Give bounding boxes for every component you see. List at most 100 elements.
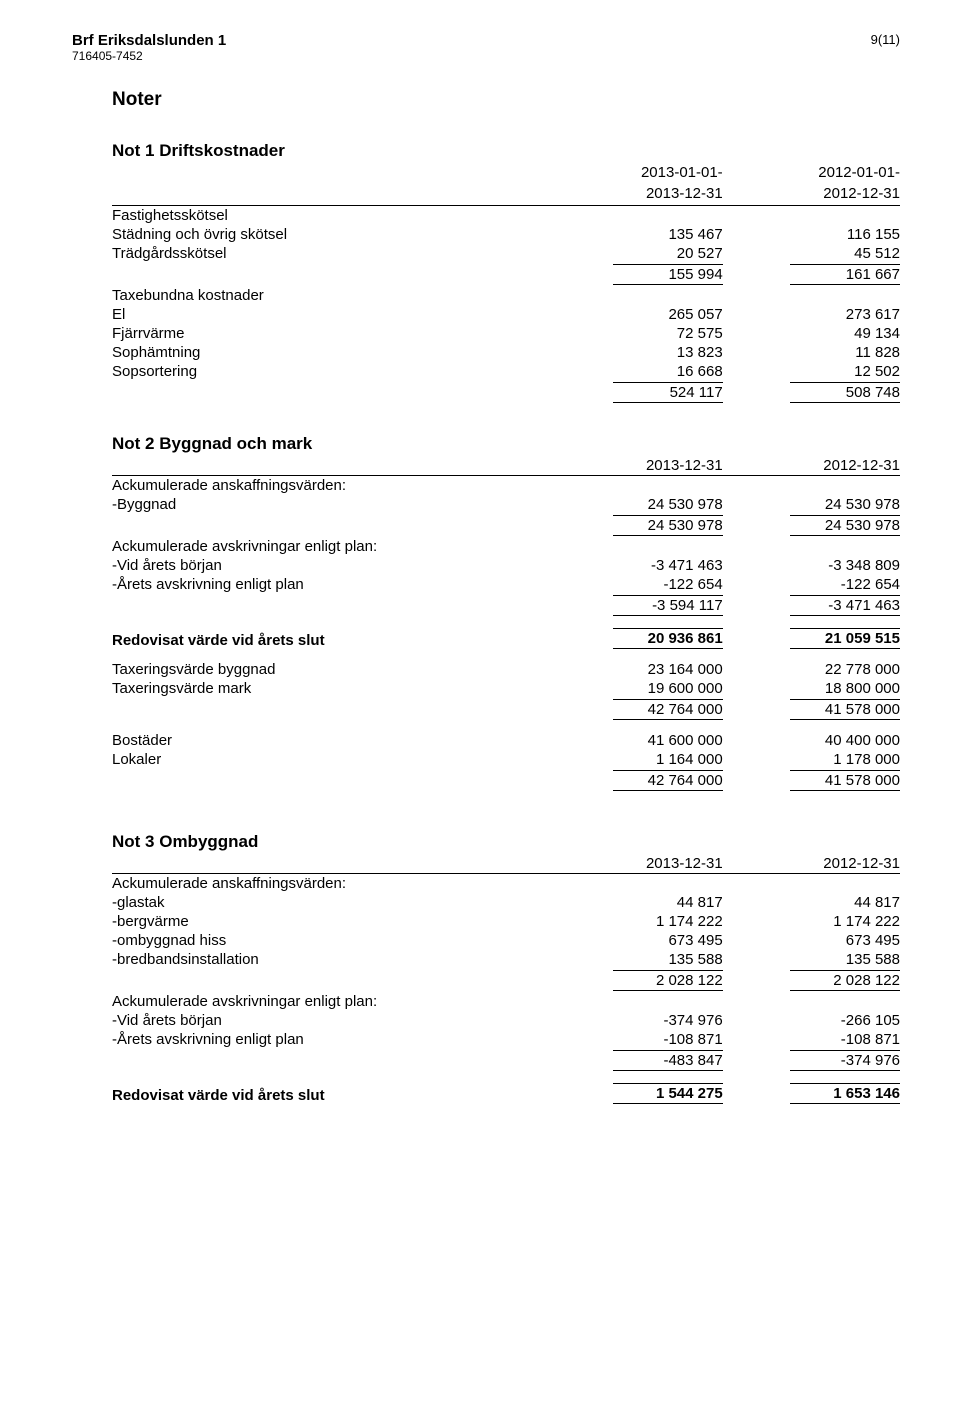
row-value: 18 800 000 [723,679,900,698]
table-row: Redovisat värde vid årets slut 20 936 86… [112,627,900,650]
row-value: 673 495 [723,931,900,950]
table-row: Ackumulerade avskrivningar enligt plan: [112,537,900,556]
table-row: Ackumulerade avskrivningar enligt plan: [112,992,900,1011]
table-row: -Vid årets början -3 471 463 -3 348 809 [112,556,900,575]
table-row: Ackumulerade anskaffningsvärden: [112,873,900,893]
row-label: -bredbandsinstallation [112,950,545,969]
org-name: Brf Eriksdalslunden 1 [72,32,226,49]
row-value: 265 057 [545,305,722,324]
page-number: 9(11) [871,32,900,47]
row-value: 22 778 000 [723,660,900,679]
not1-section: Not 1 Driftskostnader 2013-01-01- 2012-0… [112,141,900,404]
row-value: 135 588 [545,950,722,969]
table-row: -bergvärme 1 174 222 1 174 222 [112,912,900,931]
table-row: -glastak 44 817 44 817 [112,893,900,912]
subtotal-value: 508 748 [790,382,900,403]
period2: 2012-12-31 [723,456,900,476]
row-value: 135 467 [545,225,722,244]
row-value: -374 976 [545,1011,722,1030]
period1: 2013-12-31 [545,456,722,476]
table-row: -Årets avskrivning enligt plan -108 871 … [112,1030,900,1049]
subtotal-value: 24 530 978 [790,515,900,536]
table-row: 42 764 000 41 578 000 [112,698,900,721]
row-label: -ombyggnad hiss [112,931,545,950]
subtotal-value: -3 471 463 [790,595,900,616]
table-row: Taxebundna kostnader [112,286,900,305]
row-label: Bostäder [112,731,545,750]
row-value: 11 828 [723,343,900,362]
table-row: Trädgårdsskötsel 20 527 45 512 [112,244,900,263]
row-value: 49 134 [723,324,900,343]
org-block: Brf Eriksdalslunden 1 716405-7452 [72,32,226,63]
period1-l1: 2013-01-01- [545,163,722,184]
not3-title: Not 3 Ombyggnad [112,832,900,852]
row-label: -Vid årets början [112,556,545,575]
subtotal-value: -483 847 [613,1050,723,1071]
row-value: 1 653 146 [790,1083,900,1104]
subtotal-value: 524 117 [613,382,723,403]
row-value: 20 527 [545,244,722,263]
row-value: -108 871 [723,1030,900,1049]
row-value: 673 495 [545,931,722,950]
row-value: 19 600 000 [545,679,722,698]
row-value: 13 823 [545,343,722,362]
row-value: 116 155 [723,225,900,244]
row-value: 273 617 [723,305,900,324]
not3-section: Not 3 Ombyggnad 2013-12-31 2012-12-31 Ac… [112,832,900,1105]
not1-title: Not 1 Driftskostnader [112,141,900,161]
row-value: 44 817 [545,893,722,912]
row-value: 1 174 222 [545,912,722,931]
table-row: -3 594 117 -3 471 463 [112,594,900,617]
row-label: Redovisat värde vid årets slut [112,627,545,650]
row-label: Trädgårdsskötsel [112,244,545,263]
period2: 2012-12-31 [723,854,900,874]
row-label: Redovisat värde vid årets slut [112,1082,545,1105]
row-value: -266 105 [723,1011,900,1030]
row-value: -122 654 [545,575,722,594]
row-value: 24 530 978 [723,495,900,514]
row-label: -Vid årets början [112,1011,545,1030]
row-label: Ackumulerade anskaffningsvärden: [112,475,545,495]
table-row: 524 117 508 748 [112,381,900,404]
row-value: 1 164 000 [545,750,722,769]
row-label: Lokaler [112,750,545,769]
row-label: Taxeringsvärde mark [112,679,545,698]
not1-table: 2013-01-01- 2012-01-01- 2013-12-31 2012-… [112,163,900,404]
table-row: Städning och övrig skötsel 135 467 116 1… [112,225,900,244]
table-row: -483 847 -374 976 [112,1049,900,1072]
subtotal-value: -3 594 117 [613,595,723,616]
subtotal-value: 41 578 000 [790,699,900,720]
period1: 2013-12-31 [545,854,722,874]
not3-table: 2013-12-31 2012-12-31 Ackumulerade anska… [112,854,900,1105]
table-row: 155 994 161 667 [112,263,900,286]
row-value: 20 936 861 [613,628,723,649]
row-value: 23 164 000 [545,660,722,679]
not2-table: 2013-12-31 2012-12-31 Ackumulerade anska… [112,456,900,792]
subtotal-value: -374 976 [790,1050,900,1071]
subtotal-value: 2 028 122 [790,970,900,991]
table-row: -Byggnad 24 530 978 24 530 978 [112,495,900,514]
row-label: Ackumulerade anskaffningsvärden: [112,873,545,893]
table-row: -Vid årets början -374 976 -266 105 [112,1011,900,1030]
row-value: 40 400 000 [723,731,900,750]
period2-l1: 2012-01-01- [723,163,900,184]
subtotal-value: 155 994 [613,264,723,285]
table-row: Fastighetsskötsel [112,205,900,225]
row-value: 72 575 [545,324,722,343]
table-row: Sopsortering 16 668 12 502 [112,362,900,381]
table-row: 42 764 000 41 578 000 [112,769,900,792]
not2-title: Not 2 Byggnad och mark [112,434,900,454]
subtotal-value: 24 530 978 [613,515,723,536]
table-row: Sophämtning 13 823 11 828 [112,343,900,362]
row-value: -3 348 809 [723,556,900,575]
row-label: Taxeringsvärde byggnad [112,660,545,679]
table-row: Taxeringsvärde mark 19 600 000 18 800 00… [112,679,900,698]
table-row: 2013-01-01- 2012-01-01- [112,163,900,184]
table-row: Lokaler 1 164 000 1 178 000 [112,750,900,769]
row-label: Sopsortering [112,362,545,381]
period2-l2: 2012-12-31 [723,184,900,205]
not2-section: Not 2 Byggnad och mark 2013-12-31 2012-1… [112,434,900,792]
table-row: El 265 057 273 617 [112,305,900,324]
table-row: -ombyggnad hiss 673 495 673 495 [112,931,900,950]
subtotal-value: 41 578 000 [790,770,900,791]
